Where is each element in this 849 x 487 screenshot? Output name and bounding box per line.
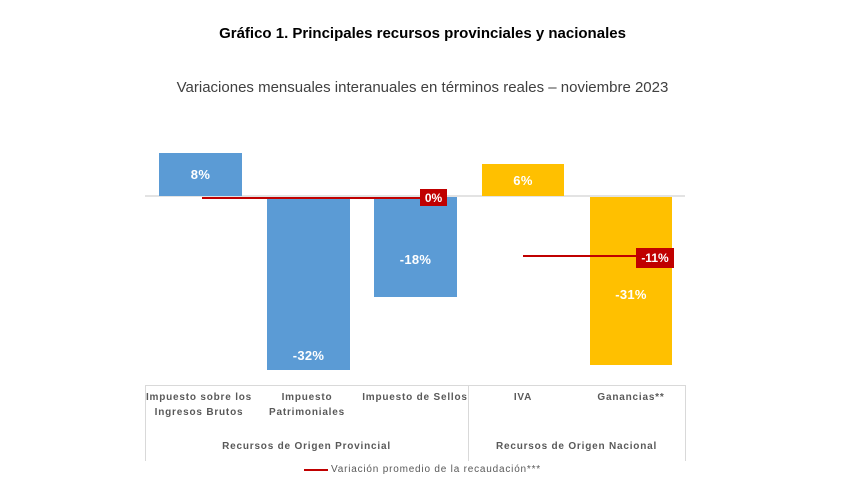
group-label-provincial: Recursos de Origen Provincial [222, 441, 391, 452]
legend-red-line-marker [303, 468, 328, 471]
category-label-ingresos-brutos: Impuesto sobre los Ingresos Brutos [145, 392, 253, 418]
bar-value-label: -32% [292, 348, 325, 363]
bar-impuesto-de-sellos: -18% [374, 197, 457, 297]
zero-axis-line [145, 195, 685, 197]
legend-label: Variación promedio de la recaudación*** [330, 464, 541, 475]
chart-subtitle: Variaciones mensuales interanuales en té… [176, 79, 669, 96]
category-label-patrimoniales: Impuesto Patrimoniales [269, 392, 345, 418]
bar-value-label: -31% [615, 287, 647, 302]
bar-ganancias: -31% [590, 197, 672, 365]
legend: Variación promedio de la recaudación*** [0, 464, 845, 475]
provincial-average-label: 0% [420, 189, 447, 206]
axis-divider-right [685, 385, 686, 456]
chart-title: Gráfico 1. Principales recursos provinci… [219, 25, 626, 42]
provincial-average-line [202, 197, 445, 199]
axis-tick [685, 456, 686, 461]
category-axis-line [145, 385, 685, 386]
category-label-sellos: Impuesto de Sellos [362, 392, 468, 403]
bar-value-label: -18% [399, 252, 432, 267]
national-average-label: -11% [636, 248, 674, 268]
bar-value-label: 8% [190, 167, 211, 182]
category-label-ganancias: Ganancias** [597, 392, 665, 403]
category-label-iva: IVA [513, 392, 533, 403]
group-label-nacional: Recursos de Origen Nacional [495, 441, 658, 452]
axis-divider-left [145, 385, 146, 456]
axis-divider-middle [468, 385, 469, 456]
bar-iva: 6% [482, 164, 564, 196]
bar-value-label: 6% [513, 172, 533, 188]
bar-ingresos-brutos: 8% [159, 153, 242, 196]
national-average-line [523, 255, 636, 257]
bar-impuesto-patrimoniales: -32% [267, 197, 350, 370]
axis-tick [145, 456, 146, 461]
axis-tick [468, 456, 469, 461]
